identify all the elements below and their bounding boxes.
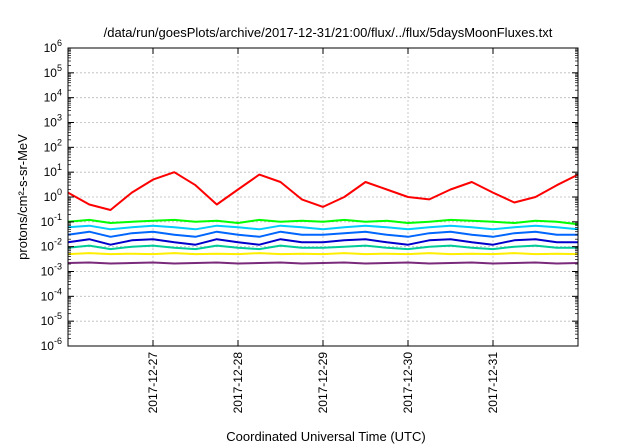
x-axis: 2017-12-27 2017-12-28 2017-12-29 2017-12-30… [146,48,500,413]
y-tick-label: 100 [44,187,62,204]
series-line-8 [67,261,579,265]
series-line-1 [67,171,579,211]
y-tick-label: 101 [44,162,62,179]
y-tick-label: 10-6 [41,336,62,353]
x-tick-label: 2017-12-28 [231,352,245,414]
series-line-7 [67,252,579,256]
y-axis-label: protons/cm²-s-sr-MeV [15,134,30,260]
y-tick-label: 105 [44,63,62,80]
series-line-3 [67,224,579,231]
x-tick-label: 2017-12-30 [401,352,415,414]
y-tick-label: 102 [44,137,62,154]
y-tick-label: 10-3 [41,262,62,279]
y-tick-label: 10-2 [41,237,62,254]
series-group [67,171,579,265]
series-line-2 [67,218,579,226]
y-tick-label: 104 [44,88,62,105]
series-line-5 [67,238,578,246]
series-line-6 [67,244,578,251]
y-tick-label: 10-5 [41,311,62,328]
x-tick-label: 2017-12-27 [146,352,160,414]
series-line-4 [67,230,578,238]
x-tick-label: 2017-12-31 [486,352,500,414]
x-tick-label: 2017-12-29 [316,352,330,414]
y-tick-label: 10-4 [41,286,62,303]
x-axis-label: Coordinated Universal Time (UTC) [226,429,425,444]
y-tick-label: 103 [44,113,62,130]
chart-title: /data/run/goesPlots/archive/2017-12-31/2… [104,25,553,40]
y-tick-label: 106 [44,38,62,55]
y-tick-label: 10-1 [41,212,62,229]
y-axis: 106 105 104 103 102 101 100 10-1 10-2 10-3 10-4 10-… [41,38,578,353]
